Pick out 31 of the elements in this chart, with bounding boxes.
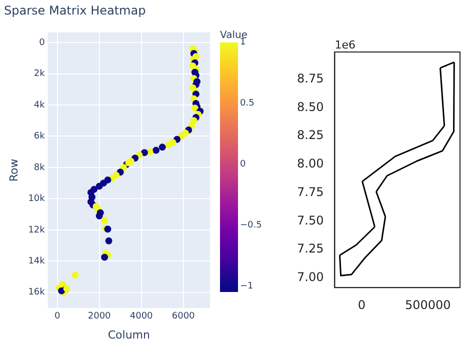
color-bar-label: 0 xyxy=(240,160,246,170)
color-bar-label: −1 xyxy=(240,281,254,292)
y-tick-label: 16k xyxy=(28,288,46,298)
y-tick-label: 6k xyxy=(34,132,46,142)
color-bar-label: 0.5 xyxy=(240,98,254,109)
x-axis-title: Column xyxy=(108,328,150,342)
y-tick-label: 7.00 xyxy=(297,270,324,284)
color-bar-label: −0.5 xyxy=(240,220,262,230)
y-tick-label: 12k xyxy=(28,225,46,236)
y-tick-label: 7.25 xyxy=(297,242,324,256)
y-tick-label: 8.00 xyxy=(297,156,324,171)
y-tick-label: 10k xyxy=(28,194,46,204)
y-tick-label: 8.50 xyxy=(297,100,324,114)
x-tick-label: 4000 xyxy=(130,312,154,322)
y-tick-label: 7.75 xyxy=(297,184,324,199)
x-tick-label: 2000 xyxy=(88,312,112,322)
y-tick-label: 8.75 xyxy=(297,71,324,86)
color-bar-label: 1 xyxy=(240,38,246,48)
x-tick-label: 6000 xyxy=(172,312,196,322)
y-tick-label: 14k xyxy=(28,256,46,266)
text: 1e6 xyxy=(334,38,356,52)
chart-title: Sparse Matrix Heatmap xyxy=(4,3,146,18)
y-tick-label: 8k xyxy=(34,162,46,173)
y-tick-label: 2k xyxy=(34,69,46,80)
y-tick-label: 0 xyxy=(39,38,46,48)
y-tick-label: 7.50 xyxy=(297,213,324,228)
y-tick-label: 4k xyxy=(34,100,46,110)
x-tick-label: 500000 xyxy=(405,298,451,312)
y-tick-label: 8.25 xyxy=(297,128,324,142)
x-tick-label: 0 xyxy=(54,312,60,322)
y-axis-title: Row xyxy=(7,158,20,182)
